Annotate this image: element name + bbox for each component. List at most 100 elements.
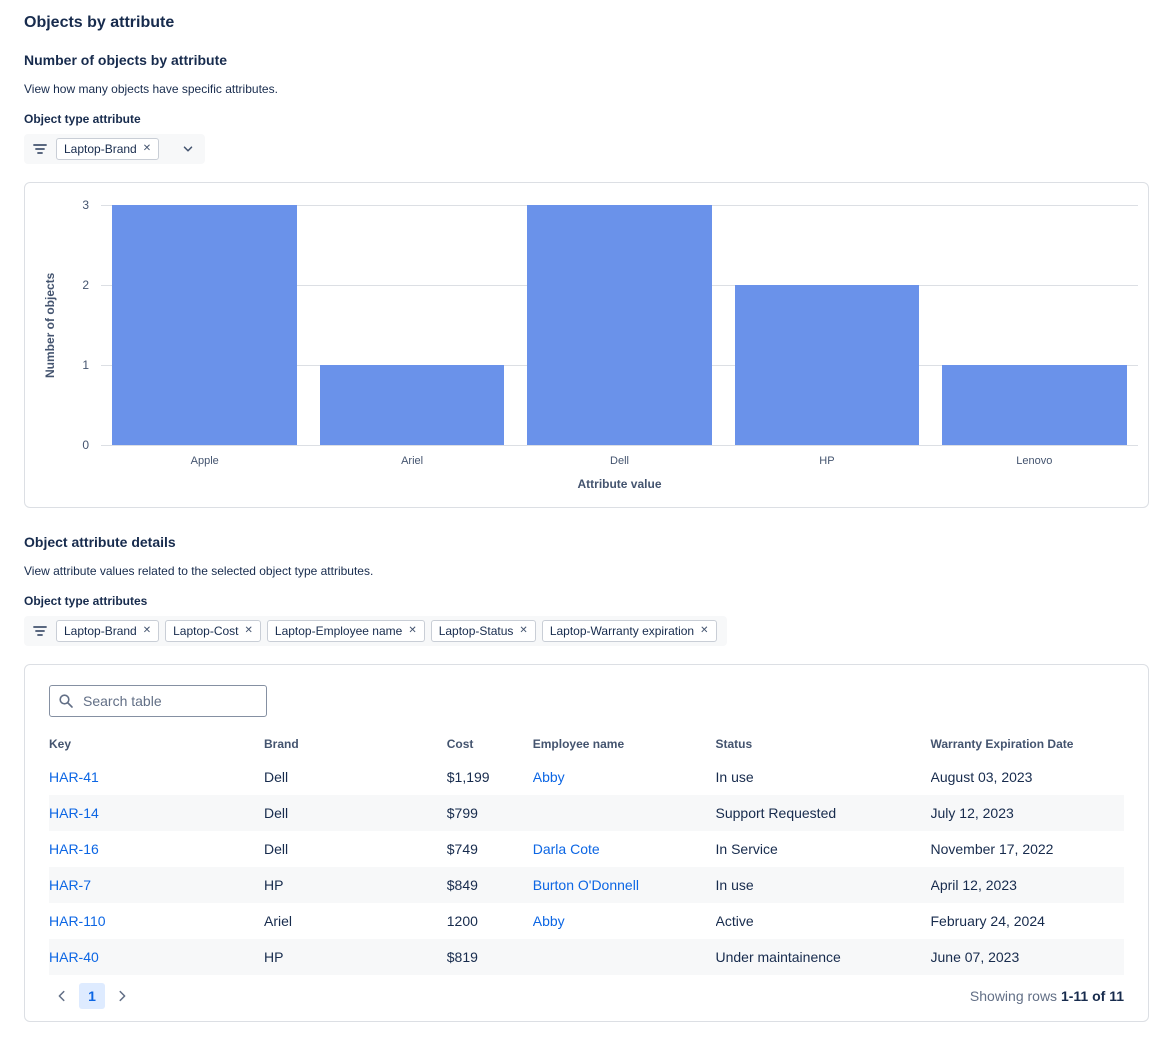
cell-employee (533, 795, 716, 831)
filter-chip[interactable]: Laptop-Employee name ✕ (266, 620, 425, 642)
remove-chip-icon[interactable]: ✕ (142, 143, 152, 154)
cell-employee: Burton O'Donnell (533, 867, 716, 903)
employee-link[interactable]: Abby (532, 769, 565, 785)
chart-section: Number of objects by attribute View how … (24, 52, 1149, 508)
column-header: Status (715, 737, 753, 751)
filter-chip-label: Laptop-Cost (173, 624, 239, 638)
table-body: HAR-41 Dell $1,199 Abby In use August 03, 202… (49, 759, 1124, 975)
object-key-link[interactable]: HAR-16 (49, 841, 99, 857)
x-axis-title: Attribute value (577, 477, 662, 491)
table-row: HAR-40 HP $819 Under maintainence June 07, 2… (49, 939, 1124, 975)
x-axis-tick-label: HP (819, 455, 835, 467)
table-row: HAR-16 Dell $749 Darla Cote In Service Novemb… (49, 831, 1124, 867)
object-key-link[interactable]: HAR-41 (49, 769, 99, 785)
cell-warranty: August 03, 2023 (930, 769, 1033, 785)
cell-brand: Dell (264, 805, 289, 821)
table-row: HAR-7 HP $849 Burton O'Donnell In use April 1… (49, 867, 1124, 903)
filter-chip-label: Laptop-Brand (64, 624, 137, 638)
table-row: HAR-41 Dell $1,199 Abby In use August 03, 202… (49, 759, 1124, 795)
cell-key: HAR-16 (49, 831, 264, 867)
x-axis-tick-label: Dell (610, 455, 629, 467)
object-type-attributes-label: Object type attributes (24, 594, 148, 608)
prev-page-button[interactable] (49, 983, 75, 1009)
table-search[interactable] (49, 685, 267, 717)
y-axis-tick-label: 1 (82, 357, 89, 372)
details-section: Object attribute details View attribute … (24, 534, 1149, 1022)
x-axis-tick-label: Apple (190, 455, 219, 467)
cell-status: In use (715, 877, 754, 893)
remove-chip-icon[interactable]: ✕ (142, 625, 152, 636)
attributes-table: Key Brand Cost Employee name Status Warranty … (49, 729, 1124, 975)
column-header: Brand (264, 737, 299, 751)
cell-cost: $849 (446, 877, 478, 893)
details-filter-chips: Laptop-Brand ✕ Laptop-Cost ✕ Laptop-Employee… (56, 620, 717, 642)
employee-link[interactable]: Darla Cote (532, 841, 600, 857)
next-page-button[interactable] (109, 983, 135, 1009)
object-type-attribute-label: Object type attribute (24, 112, 141, 126)
bar-slot (931, 205, 1138, 445)
object-key-link[interactable]: HAR-14 (49, 805, 99, 821)
object-type-attribute-filter[interactable]: Laptop-Brand ✕ (24, 134, 206, 164)
details-section-description: View attribute values related to the sel… (24, 564, 374, 578)
bar-chart: Number of objects 0 1 2 3 Apple Ariel Dell HP L… (39, 198, 1138, 495)
filter-chip-label: Laptop-Warranty expiration (549, 624, 695, 638)
remove-chip-icon[interactable]: ✕ (408, 625, 417, 636)
chevron-down-icon[interactable] (181, 142, 195, 156)
cell-key: HAR-110 (49, 903, 264, 939)
y-axis-tick-label: 0 (82, 438, 89, 452)
pagination: 1 (49, 983, 135, 1009)
page-1-button[interactable]: 1 (79, 983, 105, 1009)
filter-icon (32, 623, 48, 639)
cell-warranty: April 12, 2023 (930, 877, 1017, 893)
chevron-right-icon (115, 989, 129, 1003)
chart-bar (319, 365, 505, 445)
remove-chip-icon[interactable]: ✕ (244, 625, 253, 636)
filter-icon (32, 141, 48, 157)
filter-chip[interactable]: Laptop-Cost ✕ (165, 620, 261, 642)
cell-employee: Abby (533, 903, 716, 939)
chart-plot-area (101, 205, 1138, 446)
table-row: HAR-14 Dell $799 Support Requested July 12, … (49, 795, 1124, 831)
employee-link[interactable]: Abby (532, 913, 565, 929)
chart-filter-chips: Laptop-Brand ✕ (56, 138, 160, 160)
cell-cost: $1,199 (446, 769, 490, 785)
bar-slot (723, 205, 930, 445)
column-header: Warranty Expiration Date (930, 737, 1074, 751)
object-key-link[interactable]: HAR-40 (49, 949, 99, 965)
bar-slot (308, 205, 515, 445)
cell-cost: 1200 (446, 913, 478, 929)
object-key-link[interactable]: HAR-7 (49, 877, 92, 893)
filter-chip[interactable]: Laptop-Brand ✕ (56, 138, 160, 160)
cell-status: In Service (715, 841, 778, 857)
cell-employee (533, 939, 716, 975)
employee-link[interactable]: Burton O'Donnell (532, 877, 639, 893)
cell-cost: $749 (446, 841, 478, 857)
cell-key: HAR-40 (49, 939, 264, 975)
cell-brand: HP (264, 949, 284, 965)
cell-status: In use (715, 769, 754, 785)
cell-brand: Dell (264, 769, 289, 785)
chart-bar (942, 365, 1127, 445)
filter-chip[interactable]: Laptop-Warranty expiration ✕ (541, 620, 717, 642)
filter-chip[interactable]: Laptop-Status ✕ (430, 620, 536, 642)
object-key-link[interactable]: HAR-110 (49, 913, 106, 929)
cell-brand: Dell (264, 841, 289, 857)
gridline (101, 445, 1138, 446)
bar-slot (516, 205, 723, 445)
chevron-left-icon (55, 989, 69, 1003)
search-input[interactable] (81, 692, 266, 710)
x-axis-tick-label: Ariel (401, 455, 424, 467)
object-type-attributes-filter[interactable]: Laptop-Brand ✕ Laptop-Cost ✕ Laptop-Employee… (24, 616, 727, 646)
object-table-card: Key Brand Cost Employee name Status Warranty … (24, 664, 1149, 1022)
x-axis-tick-label: Lenovo (1016, 455, 1053, 467)
remove-chip-icon[interactable]: ✕ (700, 625, 709, 636)
remove-chip-icon[interactable]: ✕ (519, 625, 528, 636)
x-axis-ticks: Apple Ariel Dell HP Lenovo (101, 445, 1138, 473)
filter-chip[interactable]: Laptop-Brand ✕ (56, 620, 160, 642)
cell-warranty: July 12, 2023 (930, 805, 1014, 821)
search-icon (58, 693, 74, 709)
cell-key: HAR-41 (49, 759, 264, 795)
filter-chip-label: Laptop-Brand (64, 142, 137, 156)
page-title: Objects by attribute (24, 14, 175, 31)
